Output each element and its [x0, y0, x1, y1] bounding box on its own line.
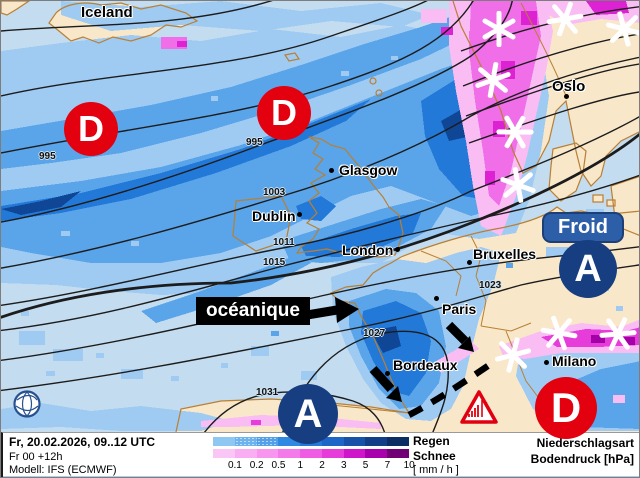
snowflake-icon	[497, 164, 539, 206]
precipitation-pressure-map	[1, 1, 639, 432]
city-label-dublin: Dublin	[252, 208, 296, 224]
oceanic-air-annotation: océanique	[196, 297, 310, 325]
rain-color-scale	[213, 437, 410, 446]
city-dot-bruxelles	[467, 260, 472, 265]
isobar-label-995-east: 995	[246, 137, 263, 148]
city-dot-london	[395, 247, 400, 252]
model-name: Modell: IFS (ECMWF)	[9, 464, 117, 476]
city-label-paris: Paris	[442, 301, 477, 317]
pressure-label: Bodendruck [hPa]	[530, 452, 634, 466]
snowflake-icon	[490, 107, 539, 156]
snowflake-icon	[491, 333, 535, 377]
isobar-label-1015: 1015	[263, 257, 286, 268]
run-info: Fr, 20.02.2026, 09..12 UTC Fr 00 +12h Mo…	[9, 435, 155, 476]
city-dot-glasgow	[329, 168, 334, 173]
isobar-label-1023: 1023	[479, 280, 502, 291]
gust-warning-icon	[460, 390, 498, 424]
rain-label: Regen	[413, 434, 450, 448]
footer-bottom-strip	[3, 476, 639, 477]
snow-color-scale	[213, 449, 410, 458]
isobar-label-1031: 1031	[256, 387, 279, 398]
city-label-glasgow: Glasgow	[339, 162, 398, 178]
snowflake-icon	[594, 310, 639, 358]
city-label-london: London	[342, 242, 394, 258]
valid-datetime: Fr, 20.02.2026, 09..12 UTC	[9, 435, 156, 449]
snowflake-icon	[481, 10, 517, 48]
city-dot-milano	[544, 360, 549, 365]
precip-noise	[21, 56, 623, 381]
region-label-iceland: Iceland	[81, 4, 133, 21]
isobar-label-1011: 1011	[273, 237, 295, 248]
precip-type-label: Niederschlagsart	[536, 436, 634, 450]
high-pressure-marker-biscay: A	[278, 384, 338, 444]
isobar-label-1003: 1003	[263, 187, 286, 198]
front-dashed-line	[407, 358, 497, 418]
low-pressure-marker-atlantic-west: D	[64, 102, 118, 156]
snowflake-icon	[472, 59, 514, 101]
city-dot-dublin	[297, 212, 302, 217]
legend-unit: [ mm / h ]	[413, 464, 459, 476]
cold-air-annotation: Froid	[542, 212, 624, 243]
site-logo-icon	[13, 390, 41, 418]
southeast-arrow-1	[369, 365, 395, 393]
oceanic-arrow-shaft	[306, 305, 338, 320]
legend-labels: Regen Schnee [ mm / h ]	[413, 434, 459, 476]
snowflake-icon	[602, 7, 639, 51]
flow-arrows	[306, 297, 474, 402]
snowflake-icon	[536, 310, 582, 356]
chart-type-info: Niederschlagsart Bodendruck [hPa]	[531, 436, 634, 468]
city-dot-bordeaux	[385, 371, 390, 376]
run-offset: Fr 00 +12h	[9, 451, 63, 463]
city-dot-paris	[434, 296, 439, 301]
high-pressure-marker-germany: A	[559, 240, 617, 298]
isobar-label-995-west: 995	[39, 151, 56, 162]
snowflake-icon	[542, 1, 588, 42]
city-label-bordeaux: Bordeaux	[393, 357, 458, 373]
low-pressure-marker-scotland: D	[257, 86, 311, 140]
snow-label: Schnee	[413, 449, 456, 463]
city-label-milano: Milano	[552, 353, 597, 369]
southeast-arrow-2	[445, 321, 469, 345]
isobar-label-1027: 1027	[363, 328, 386, 339]
snow-layer	[161, 1, 639, 430]
legend-tick-labels: 0.1 0.2 0.5 1 2 3 5 7 10	[227, 460, 415, 471]
city-label-oslo: Oslo	[552, 78, 586, 95]
city-label-bruxelles: Bruxelles	[473, 246, 537, 262]
city-dot-oslo	[564, 94, 569, 99]
oceanic-arrow-head	[335, 297, 359, 323]
low-pressure-marker-italy: D	[535, 377, 597, 439]
